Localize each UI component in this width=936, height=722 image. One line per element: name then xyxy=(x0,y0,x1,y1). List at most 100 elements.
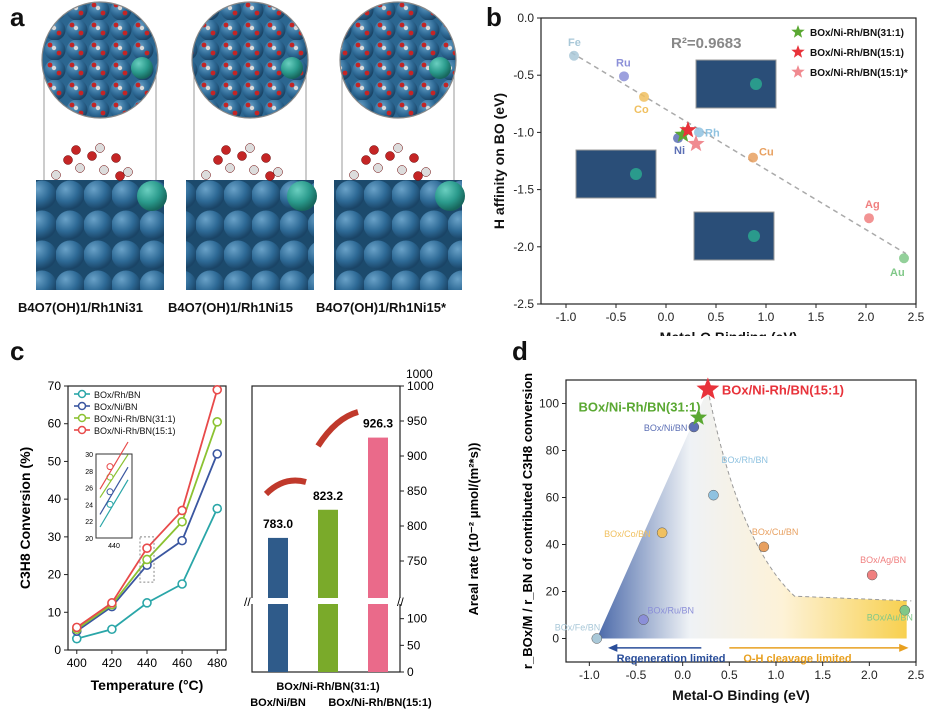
x-tick-label: -0.5 xyxy=(606,310,627,324)
legend-star xyxy=(791,45,805,58)
star-label-31: BOx/Ni-Rh/BN(31:1) xyxy=(579,400,701,415)
y-tick-label: 50 xyxy=(48,454,62,468)
series-point xyxy=(177,505,187,516)
star-marker-2 xyxy=(696,377,720,400)
adsorbate-atom xyxy=(249,165,259,175)
axis-break xyxy=(248,598,410,604)
legend-star xyxy=(791,65,805,78)
top-view-circle xyxy=(41,1,159,119)
series-point xyxy=(142,598,152,608)
volcano-area xyxy=(596,389,907,639)
rh-atom-side xyxy=(435,181,465,211)
y-tick-label: -1.5 xyxy=(513,183,534,197)
star-marker-1 xyxy=(674,125,692,142)
legend-label: BOx/Ni-Rh/BN(15:1) xyxy=(810,48,904,59)
data-point-fe xyxy=(569,50,579,61)
series-point xyxy=(107,624,117,635)
structure-3 xyxy=(334,1,465,290)
structure-inset xyxy=(693,211,775,261)
regen-arrowhead xyxy=(608,643,618,652)
adsorbate-atom xyxy=(397,165,407,175)
adsorbate-atom xyxy=(51,170,61,180)
y-tick-label: 70 xyxy=(48,379,62,393)
adsorbate-atom xyxy=(237,151,247,161)
trend-arrow xyxy=(263,477,307,497)
adsorbate-atom xyxy=(115,171,125,181)
y-tick-label: 80 xyxy=(546,444,560,458)
right-y-top-label: 1000 xyxy=(406,367,433,381)
x-tick-label: 0.0 xyxy=(658,310,675,324)
y-tick-label: -1.0 xyxy=(513,125,534,139)
point-label: BOx/Ru/BN xyxy=(647,606,694,616)
point-label: Co xyxy=(634,104,649,116)
right-y-tick-label: 50 xyxy=(407,638,421,652)
panel-label-d: d xyxy=(512,336,528,366)
adsorbate-atom xyxy=(349,170,359,180)
adsorbate-atom xyxy=(99,165,109,175)
series-point xyxy=(142,554,152,565)
x-tick-label: 440 xyxy=(137,656,157,670)
bar-value-label: 823.2 xyxy=(313,489,343,503)
legend-label: BOx/Ni/BN xyxy=(94,402,138,412)
star-marker-2 xyxy=(679,121,697,138)
right-y-tick-label: 0 xyxy=(407,665,414,679)
panel-c-chart: 400 420 440 460 480 0 10 20 30 40 50 60 70 Temperatur… xyxy=(17,367,481,709)
right-y-tick-label: 900 xyxy=(407,449,427,463)
volcano-boundary xyxy=(707,389,912,602)
x-tick-label: -1.0 xyxy=(556,310,577,324)
inset-y-tick: 22 xyxy=(85,519,93,526)
rh-atom-inset xyxy=(748,230,760,242)
x-tick-label: -0.5 xyxy=(626,668,647,682)
point-label: BOx/Ni/BN xyxy=(644,423,688,433)
oh-arrowhead xyxy=(899,643,909,652)
legend-star xyxy=(791,25,805,38)
series-point xyxy=(212,417,223,427)
adsorbate-atom xyxy=(225,163,235,173)
right-y-tick-label: 750 xyxy=(407,554,427,568)
structure-2 xyxy=(186,1,317,290)
data-point-ag xyxy=(864,213,874,224)
bar-2 xyxy=(318,509,338,672)
legend-label: BOx/Ni-Rh/BN(31:1) xyxy=(810,28,904,39)
y-tick-label: 40 xyxy=(48,492,62,506)
data-point xyxy=(688,421,700,433)
panel-d-chart: -1.0 -0.5 0.0 0.5 1.0 1.5 2.0 2.5 0 20 40 60 80 100 Me… xyxy=(520,373,925,703)
x-tick-label: 2.0 xyxy=(861,668,878,682)
data-point-rh xyxy=(694,127,704,138)
adsorbate-atom xyxy=(201,170,211,180)
x-tick-label: 1.5 xyxy=(808,310,825,324)
adsorbate-atom xyxy=(221,145,231,155)
star-label-15: BOx/Ni-Rh/BN(15:1) xyxy=(722,382,844,397)
inset-line xyxy=(99,454,129,498)
series-point xyxy=(107,598,117,608)
series-point xyxy=(177,535,187,546)
star-marker-3 xyxy=(687,134,705,152)
y-tick-label: 20 xyxy=(546,585,560,599)
panel-label-a: a xyxy=(10,2,25,32)
structure-caption: B4O7(OH)1/Rh1Ni15 xyxy=(168,300,293,315)
adsorbate-atom xyxy=(75,163,85,173)
x-tick-label: 1.0 xyxy=(768,668,785,682)
inset-y-tick: 26 xyxy=(85,486,93,493)
x-tick-label: 2.0 xyxy=(858,310,875,324)
panel-a-structures xyxy=(36,1,465,290)
inset-y-tick: 28 xyxy=(85,469,93,476)
inset-line xyxy=(99,441,129,490)
x-tick-label: -1.0 xyxy=(579,668,600,682)
point-label: Ni xyxy=(674,145,685,157)
y-tick-label: 100 xyxy=(539,397,559,411)
panel-label-c: c xyxy=(10,336,25,366)
point-label: Rh xyxy=(705,127,720,139)
panel-b-chart: -1.0 -0.5 0.0 0.5 1.0 1.5 2.0 2.5 0.0 -0.5 -1.0 -1.… xyxy=(491,11,925,336)
regen-label: Regeneration limited xyxy=(617,653,726,665)
series-point xyxy=(177,516,187,527)
inset-point xyxy=(106,488,114,496)
data-point xyxy=(591,633,603,644)
star-marker-1 xyxy=(690,408,708,425)
panel-label-b: b xyxy=(486,2,502,32)
rh-atom-top xyxy=(131,57,153,79)
adsorbate-atom xyxy=(413,171,423,181)
top-view-circle xyxy=(191,1,309,119)
adsorbate-atom xyxy=(261,153,271,163)
x-tick-label: 1.5 xyxy=(814,668,831,682)
